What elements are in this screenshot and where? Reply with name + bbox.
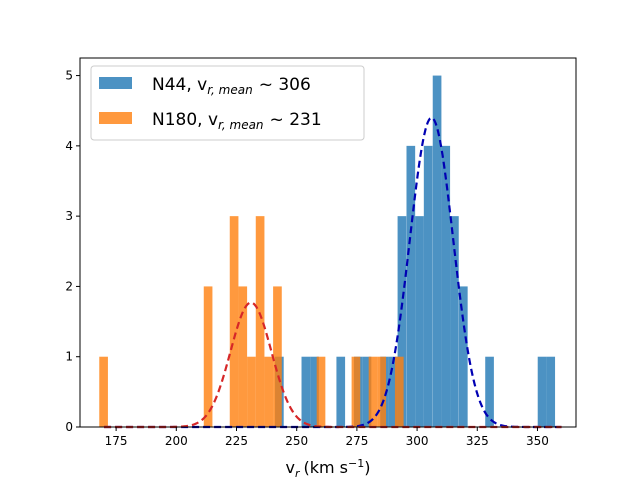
x-axis-label-symbol: v (286, 458, 295, 477)
y-tick-label: 2 (65, 279, 73, 293)
histogram-bar-n44-10 (415, 216, 424, 427)
histogram-bar-n180-2 (229, 216, 239, 427)
x-tick-label: 300 (406, 434, 429, 448)
legend-label-n44-value: ~ 306 (259, 75, 311, 95)
x-tick-label: 250 (285, 434, 308, 448)
histogram-bar-n44-13 (441, 145, 451, 427)
histogram-bar-n44-11 (423, 145, 433, 427)
histogram-bar-n44-8 (397, 216, 407, 427)
histogram-bar-n180-0 (99, 356, 108, 427)
histogram-bar-n180-5 (255, 216, 265, 427)
histogram-bar-n44-2 (310, 356, 319, 427)
y-tick-label: 0 (65, 420, 73, 434)
y-tick-label: 4 (65, 139, 73, 153)
y-tick-label: 3 (65, 209, 73, 223)
legend-label-n180-subscript: r, mean (218, 118, 264, 132)
histogram-bar-n44-12 (432, 75, 442, 428)
legend-frame (90, 65, 365, 141)
histogram-bar-n44-3 (336, 356, 346, 427)
plot-frame (79, 57, 577, 428)
x-axis-label-units-exponent: −1 (348, 457, 364, 470)
x-axis-label: vr (km s−1) (286, 457, 371, 480)
x-axis-ticks: 175 200 225 250 275 300 325 350 (105, 427, 549, 448)
x-tick-label: 275 (345, 434, 368, 448)
histogram-bar-n44-16 (485, 356, 494, 427)
histogram-bar-n44-9 (406, 145, 416, 427)
x-tick-label: 350 (526, 434, 549, 448)
x-axis-label-units-close: ) (364, 458, 370, 477)
legend-label-n180-value: ~ 231 (270, 110, 322, 130)
histogram-bar-n44-1 (301, 356, 311, 427)
legend-label-n180-name: N180, v (152, 110, 218, 130)
histogram-bar-n180-10 (368, 356, 378, 427)
histogram-bar-n180-4 (247, 356, 256, 427)
y-axis-ticks: 0 1 2 3 4 5 (65, 69, 80, 434)
histogram-bar-n44-5 (362, 356, 372, 427)
x-tick-label: 175 (105, 434, 128, 448)
x-axis-label-units: (km s (304, 458, 349, 477)
histogram-bar-n44-18 (546, 356, 556, 427)
y-tick-label: 5 (65, 69, 73, 83)
x-tick-label: 225 (225, 434, 248, 448)
histogram-bar-n180-1 (203, 286, 213, 427)
legend-label-n44-subscript: r, mean (207, 83, 253, 97)
histogram-bar-n44-15 (458, 286, 468, 427)
histogram-bar-n180-11 (377, 356, 387, 427)
histogram-bar-n44-14 (450, 216, 459, 427)
histogram-bar-n180-3 (238, 286, 248, 427)
y-tick-label: 1 (65, 350, 73, 364)
gaussian-fit-n44 (104, 116, 562, 429)
legend-swatch-n44 (99, 77, 132, 89)
legend-label-n44: N44, vr, mean ~ 306 (152, 75, 311, 97)
x-tick-label: 325 (466, 434, 489, 448)
bars-layer (99, 75, 556, 428)
histogram-bar-n44-7 (388, 356, 398, 427)
x-tick-label: 200 (165, 434, 188, 448)
legend-label-n180: N180, vr, mean ~ 231 (152, 110, 322, 132)
x-axis-label-subscript: r (295, 467, 301, 480)
histogram-bar-n180-9 (351, 356, 361, 427)
histogram-bar-n44-17 (537, 356, 547, 427)
legend-label-n44-name: N44, v (152, 75, 207, 95)
legend: N44, vr, mean ~ 306 N180, vr, mean ~ 231 (90, 65, 365, 141)
histogram-bar-n180-12 (394, 356, 404, 427)
histogram-bar-n180-7 (273, 286, 282, 427)
legend-swatch-n180 (99, 112, 132, 124)
histogram-bar-n180-6 (264, 356, 274, 427)
histogram-bar-n180-8 (316, 356, 326, 427)
